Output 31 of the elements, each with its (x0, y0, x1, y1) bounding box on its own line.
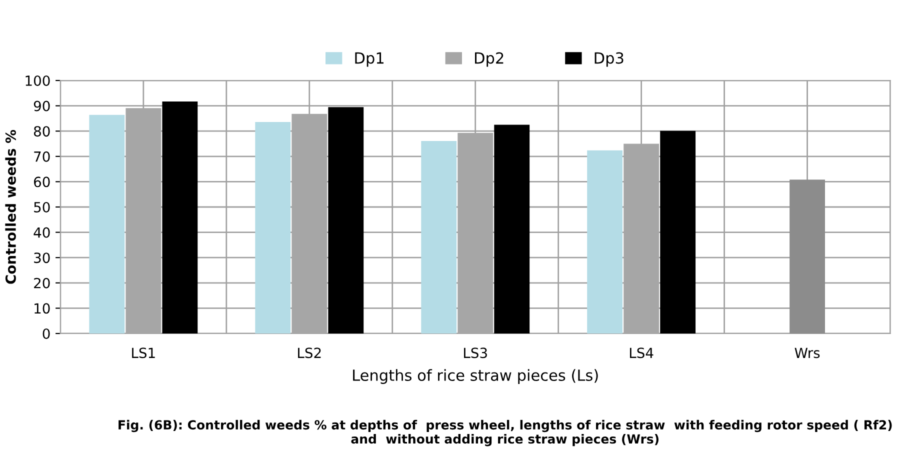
x-tick-label: LS3 (464, 348, 487, 358)
bar (328, 107, 364, 334)
y-tick-label: 10 (34, 303, 50, 314)
legend-label: Dp1 (355, 52, 384, 67)
x-axis-title: Lengths of rice straw pieces (Ls) (353, 369, 598, 384)
text: Fig. (6B): Controlled weeds % at depths of press wheel, lengths of rice straw with feeding rotor speed ( Rf2) and without adding rice straw pieces (Wrs) (118, 420, 892, 446)
bar (162, 102, 198, 334)
x-tick-label: LS4 (630, 348, 654, 358)
bar (660, 130, 696, 334)
x-tick-label: Wrs (794, 348, 820, 358)
bar (421, 140, 457, 334)
x-tick-label: LS1 (132, 348, 155, 358)
bar (89, 114, 125, 334)
y-tick-label: 30 (34, 252, 50, 264)
y-tick-label: 60 (34, 176, 50, 188)
bar (790, 180, 825, 334)
bar (587, 150, 623, 334)
bar (255, 122, 291, 334)
bar (494, 124, 530, 334)
legend-label: Dp3 (594, 52, 624, 67)
y-tick-label: 0 (42, 328, 50, 339)
y-tick-label: 40 (34, 227, 50, 238)
y-tick-label: 80 (34, 126, 50, 137)
y-tick-label: 20 (34, 278, 50, 288)
x-tick-label: LS2 (298, 348, 321, 358)
y-tick-label: 70 (34, 151, 50, 162)
y-tick-label: 100 (26, 75, 50, 86)
legend-label: Dp2 (475, 52, 504, 67)
y-tick-label: 90 (34, 100, 50, 112)
y-tick-label: 50 (34, 202, 50, 212)
y-axis-title: Controlled weeds % (5, 130, 16, 284)
